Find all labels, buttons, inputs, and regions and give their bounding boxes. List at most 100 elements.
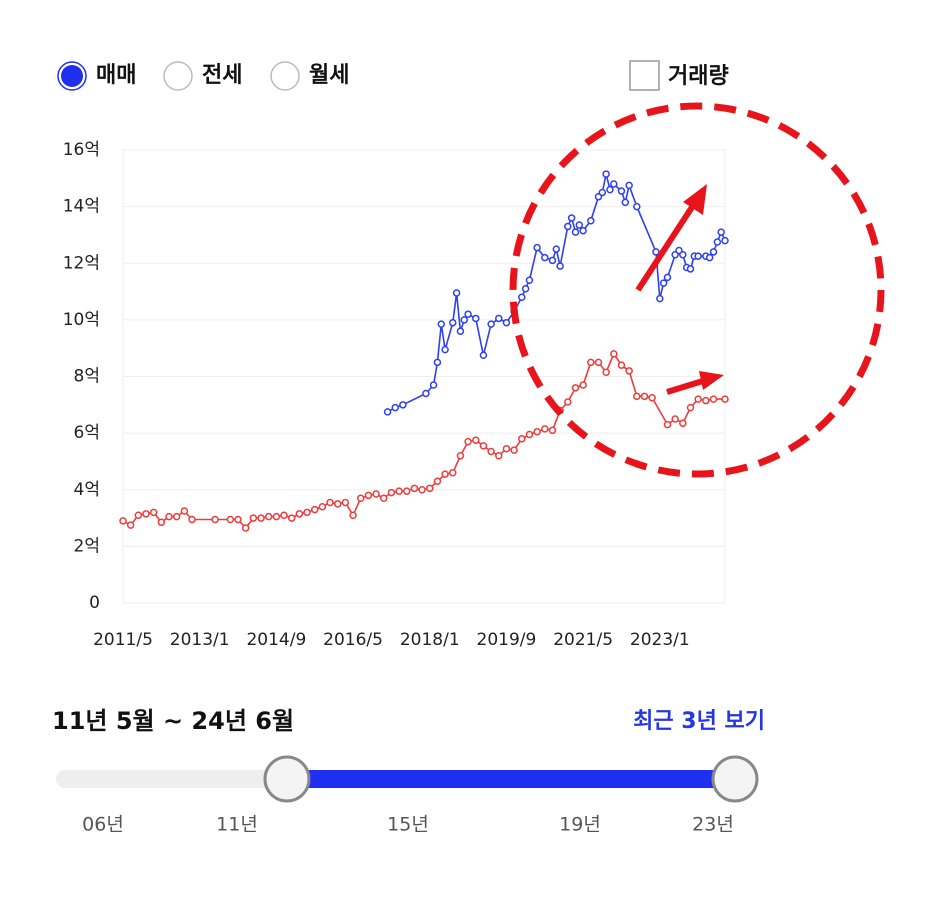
checkbox[interactable] bbox=[629, 60, 660, 91]
data-point bbox=[452, 289, 461, 297]
x-tick-label: 2019/9 bbox=[477, 630, 537, 650]
data-point bbox=[460, 316, 469, 324]
data-point bbox=[326, 498, 334, 507]
radio-label[interactable]: 매매 bbox=[96, 63, 136, 88]
data-point bbox=[479, 351, 488, 360]
data-point bbox=[610, 350, 618, 358]
radio[interactable] bbox=[163, 61, 193, 91]
data-point bbox=[410, 484, 419, 493]
y-tick-label: 12억 bbox=[63, 253, 100, 273]
slider-label: 23년 bbox=[692, 814, 734, 836]
radio-label[interactable]: 월세 bbox=[309, 63, 349, 88]
data-point bbox=[652, 248, 660, 256]
slider-handle[interactable] bbox=[263, 755, 311, 803]
data-point bbox=[487, 320, 495, 328]
data-point bbox=[472, 436, 480, 444]
data-point bbox=[134, 511, 143, 519]
data-point bbox=[180, 507, 189, 515]
data-point bbox=[679, 419, 687, 427]
y-tick-label: 0 bbox=[89, 593, 100, 613]
data-point bbox=[598, 188, 607, 197]
x-tick-label: 2021/5 bbox=[553, 630, 613, 650]
radio-dot[interactable] bbox=[61, 65, 83, 87]
data-point bbox=[671, 415, 679, 423]
data-point bbox=[234, 515, 242, 524]
data-point bbox=[437, 320, 446, 328]
data-point bbox=[142, 510, 150, 518]
data-point bbox=[533, 427, 541, 436]
y-tick-label: 14억 bbox=[63, 197, 100, 217]
data-point bbox=[571, 228, 580, 236]
data-point bbox=[318, 502, 327, 511]
data-point bbox=[495, 314, 503, 323]
data-point bbox=[310, 505, 319, 514]
data-point bbox=[479, 442, 488, 450]
data-point bbox=[172, 512, 181, 521]
data-point bbox=[594, 358, 603, 367]
data-point bbox=[433, 358, 442, 367]
data-point bbox=[686, 403, 695, 412]
data-point bbox=[441, 470, 449, 478]
data-point bbox=[211, 515, 219, 524]
data-point bbox=[640, 392, 649, 401]
x-tick-label: 2016/5 bbox=[323, 630, 383, 650]
data-point bbox=[602, 170, 610, 178]
data-point bbox=[625, 367, 633, 375]
data-point bbox=[487, 447, 495, 456]
data-point bbox=[694, 395, 702, 403]
data-point bbox=[364, 491, 373, 500]
data-point bbox=[449, 469, 457, 477]
data-point bbox=[149, 508, 158, 517]
data-point bbox=[656, 294, 664, 303]
data-point bbox=[541, 253, 549, 262]
radio[interactable] bbox=[270, 61, 300, 91]
data-point bbox=[157, 518, 166, 527]
radio-label[interactable]: 전세 bbox=[202, 63, 242, 88]
data-point bbox=[441, 345, 449, 354]
data-point bbox=[257, 514, 265, 522]
slider-handle[interactable] bbox=[711, 755, 759, 803]
data-point bbox=[433, 477, 442, 486]
data-point bbox=[648, 393, 656, 402]
data-point bbox=[556, 262, 564, 270]
slider-label: 11년 bbox=[216, 814, 258, 836]
checkbox-label[interactable]: 거래량 bbox=[668, 64, 729, 89]
data-point bbox=[119, 517, 127, 525]
data-point bbox=[659, 279, 668, 287]
radio-group: 매매 전세 월세 bbox=[57, 61, 349, 91]
data-point bbox=[379, 494, 388, 502]
slider-labels: 06년 11년 15년 19년 23년 bbox=[82, 814, 734, 836]
data-point bbox=[721, 395, 729, 403]
data-point bbox=[721, 236, 729, 245]
arrow-head bbox=[683, 184, 707, 215]
data-point bbox=[663, 273, 672, 282]
y-tick-label: 6억 bbox=[74, 423, 100, 443]
data-point bbox=[521, 284, 530, 293]
data-point bbox=[395, 487, 403, 495]
data-point bbox=[280, 511, 288, 519]
data-point bbox=[349, 511, 357, 519]
data-point bbox=[663, 420, 672, 429]
data-point bbox=[579, 226, 587, 235]
data-point bbox=[249, 514, 258, 522]
data-point bbox=[541, 425, 549, 433]
data-point bbox=[564, 222, 572, 231]
data-point bbox=[610, 180, 618, 188]
data-point bbox=[287, 514, 296, 522]
data-point bbox=[456, 452, 465, 460]
arrow-head bbox=[699, 371, 724, 390]
data-point bbox=[548, 256, 557, 265]
data-point bbox=[402, 487, 411, 495]
data-point bbox=[533, 243, 541, 252]
y-tick-label: 8억 bbox=[74, 367, 100, 387]
data-point bbox=[456, 327, 465, 335]
x-tick-label: 2013/1 bbox=[170, 630, 230, 650]
slider-label: 06년 bbox=[82, 814, 124, 836]
y-tick-label: 2억 bbox=[74, 536, 100, 556]
arrow-shaft bbox=[635, 202, 697, 292]
slider-label: 19년 bbox=[559, 814, 601, 836]
data-point bbox=[418, 486, 426, 494]
recent-3y-link[interactable]: 최근 3년 보기 bbox=[633, 709, 765, 734]
x-tick-label: 2018/1 bbox=[400, 630, 460, 650]
